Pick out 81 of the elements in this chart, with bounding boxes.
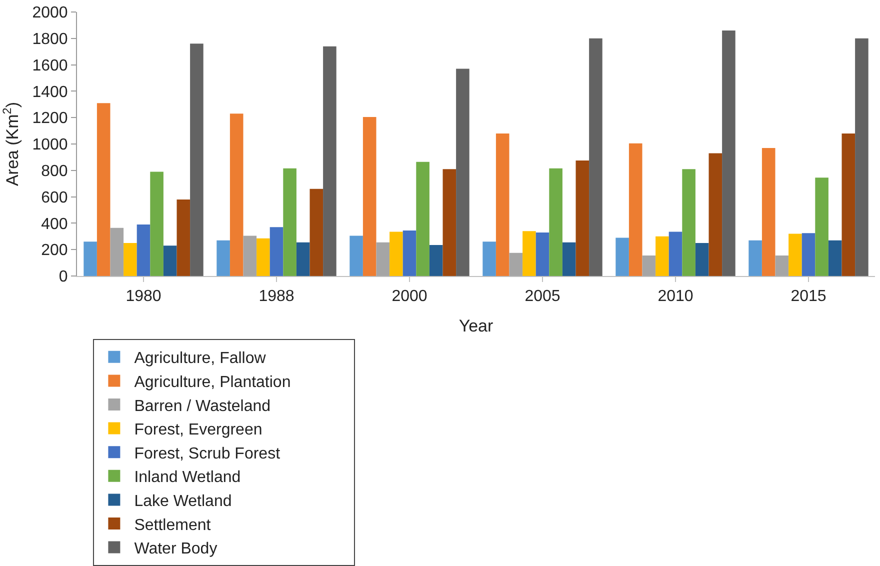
bar [815, 178, 828, 276]
legend-label: Barren / Wasteland [134, 398, 271, 415]
x-axis-title: Year [458, 316, 494, 336]
legend-label: Agriculture, Plantation [134, 374, 291, 391]
x-tick-label: 2015 [790, 288, 826, 306]
bar [124, 243, 137, 276]
bar [722, 30, 736, 276]
legend-label: Forest, Scrub Forest [134, 445, 281, 462]
bar [762, 148, 776, 276]
bar [442, 169, 456, 276]
bar [136, 224, 150, 276]
bar [350, 236, 363, 276]
bar [802, 233, 816, 276]
bar [216, 240, 230, 276]
bar [522, 231, 536, 276]
y-tick-label: 2000 [32, 4, 68, 22]
y-tick-label: 1800 [32, 31, 68, 48]
bar [708, 153, 722, 276]
bar [296, 242, 310, 276]
bar [230, 114, 244, 276]
bar [642, 256, 656, 276]
y-tick-label: 400 [41, 216, 68, 233]
y-tick-label: 1600 [32, 57, 68, 74]
y-tick-label: 600 [41, 189, 68, 206]
bar [682, 169, 696, 276]
bar [283, 168, 296, 276]
bar [576, 160, 590, 276]
bar [788, 234, 802, 276]
bar [536, 232, 550, 276]
bar [190, 44, 204, 276]
legend-label: Settlement [134, 516, 212, 534]
bar [416, 162, 430, 276]
bar [775, 256, 789, 276]
bar [482, 242, 496, 276]
bar [628, 143, 642, 276]
y-tick-label: 1000 [32, 136, 68, 154]
x-tick-label: 1988 [258, 288, 294, 306]
bar [589, 38, 602, 276]
bar [270, 227, 284, 276]
y-tick-label: 0 [58, 268, 68, 286]
x-tick-label: 1980 [126, 288, 162, 306]
bar [748, 240, 762, 276]
bar [402, 230, 416, 276]
bar [110, 228, 124, 276]
bar [562, 242, 576, 276]
x-tick-label: 2005 [524, 288, 560, 306]
bar [243, 236, 257, 276]
bar [323, 46, 336, 276]
y-tick-label: 200 [41, 242, 68, 260]
bar [496, 133, 510, 276]
bar [855, 38, 868, 276]
bar [549, 168, 562, 276]
legend-label: Water Body [134, 540, 218, 558]
bar [616, 238, 629, 276]
bar [362, 116, 376, 276]
bar [84, 242, 97, 276]
legend-label: Inland Wetland [134, 469, 241, 486]
bar [668, 232, 682, 276]
legend-label: Forest, Evergreen [134, 422, 262, 439]
bar [695, 243, 709, 276]
bar [429, 244, 443, 276]
bar [456, 68, 470, 276]
y-tick-label: 800 [41, 163, 68, 180]
y-tick-label: 1400 [32, 84, 68, 101]
bar [842, 133, 856, 276]
bar [96, 103, 110, 276]
bar [150, 172, 164, 276]
bar [310, 188, 324, 276]
bar [163, 246, 177, 276]
y-tick-label: 1200 [32, 110, 68, 128]
legend-label: Agriculture, Fallow [134, 350, 266, 368]
bar [390, 232, 403, 276]
bar [376, 242, 390, 276]
bar [256, 238, 270, 276]
bar [509, 252, 523, 276]
bar [176, 199, 190, 276]
bar [656, 236, 669, 276]
x-tick-label: 2010 [658, 288, 694, 306]
legend-label: Lake Wetland [134, 492, 232, 510]
bar [828, 240, 842, 276]
x-tick-label: 2000 [392, 288, 428, 306]
